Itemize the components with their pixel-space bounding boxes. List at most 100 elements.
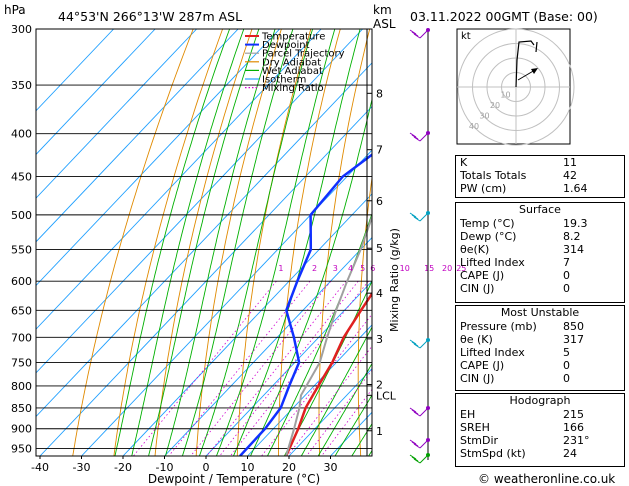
mixing-ratio-label: 1 [278, 264, 283, 273]
dry-adiabat [154, 29, 253, 456]
pressure-tick-label: 650 [11, 304, 32, 317]
dry-adiabat [357, 174, 372, 456]
wind-barb-flag [409, 132, 417, 138]
dry-adiabat [72, 29, 194, 456]
wind-barb-flag [409, 454, 417, 460]
wet-adiabat [198, 29, 314, 456]
isotherm-line [247, 324, 372, 456]
wind-barb [419, 407, 429, 417]
legend-label: Isotherm [262, 75, 306, 86]
hodograph-kt-label: kt [461, 31, 471, 42]
row-value: 5 [563, 346, 570, 359]
plot-lines [36, 29, 428, 456]
row-label: θe(K) [460, 243, 490, 256]
isotherm-line [36, 29, 322, 330]
wind-barb-flag [411, 134, 419, 140]
row-value: 231° [563, 434, 590, 447]
temp-tick-label: 0 [203, 461, 210, 474]
isotherm-line [36, 29, 197, 199]
km-tick-label: 2 [376, 379, 383, 392]
series-line [284, 291, 372, 456]
km-tick-label: 7 [376, 144, 383, 157]
table-row: Dewp (°C) 8.2 [456, 230, 624, 243]
pressure-tick-label: 300 [11, 23, 32, 36]
wind-barb-flag [413, 458, 421, 464]
mixing-ratio-line [190, 280, 332, 456]
km-tick-label: 8 [376, 87, 383, 100]
table-row: CIN (J) 0 [456, 282, 624, 295]
pressure-tick-label: 950 [11, 442, 32, 455]
copyright: © weatheronline.co.uk [478, 472, 616, 486]
asl-label: ASL [373, 17, 396, 31]
row-label: CAPE (J) [460, 359, 505, 372]
wind-barb-flag [409, 439, 417, 445]
km-tick-label: LCL [376, 389, 397, 402]
legend-label: Dewpoint [262, 40, 310, 51]
dry-adiabat [396, 29, 428, 456]
wind-barb-flag [413, 33, 421, 39]
mixing-ratio-label: 15 [424, 264, 434, 273]
km-tick-label: 6 [376, 195, 383, 208]
row-value: 7 [563, 256, 570, 269]
pressure-tick-label: 900 [11, 423, 32, 436]
temp-tick-label: -40 [31, 461, 49, 474]
temp-tick-label: -20 [114, 461, 132, 474]
storm-motion-arrowhead [531, 68, 538, 74]
wind-barb-flag [413, 136, 421, 142]
wet-adiabat [215, 29, 336, 456]
hodograph-table: Hodograph EH 215 SREH 166 StmDir 231° StmSpd (… [455, 393, 625, 467]
mixing-ratio-label: 25 [456, 264, 466, 273]
isotherm-line [122, 193, 372, 456]
hpa-label: hPa [4, 3, 26, 17]
row-value: 166 [563, 421, 584, 434]
row-value: 0 [563, 269, 570, 282]
isotherm-line [36, 29, 363, 374]
wind-barb-flag [411, 456, 419, 462]
wind-barb-flag [411, 31, 419, 37]
wind-barb-flag [409, 212, 417, 218]
mixing-ratio-line [219, 280, 359, 456]
table-row: EH 215 [456, 408, 624, 421]
row-value: 850 [563, 320, 584, 333]
datetime-title: 03.11.2022 00GMT (Base: 00) [410, 9, 598, 24]
wet-adiabat [165, 29, 276, 456]
wet-adiabat [317, 362, 372, 456]
table-row: Totals Totals 42 [456, 169, 624, 182]
row-value: 1.64 [563, 182, 588, 195]
dry-adiabat [195, 29, 282, 456]
mixing-ratio-label: 3 [333, 264, 338, 273]
wind-barb-flag [411, 341, 419, 347]
wind-barb-flag [413, 216, 421, 222]
pressure-tick-label: 750 [11, 356, 32, 369]
wind-barb-flag [411, 409, 419, 415]
wet-adiabat [334, 394, 372, 456]
temp-tick-label: 10 [241, 461, 255, 474]
wind-barb-flag [413, 343, 421, 349]
row-label: Lifted Index [460, 256, 525, 269]
row-label: K [460, 156, 468, 169]
isotherm-line [205, 280, 372, 456]
row-value: 0 [563, 282, 570, 295]
hodograph-marker [535, 41, 538, 53]
row-label: Totals Totals [460, 169, 527, 182]
isotherm-line [81, 149, 372, 456]
isotherm-line [288, 367, 372, 456]
pressure-tick-label: 450 [11, 171, 32, 184]
series-line [285, 214, 372, 456]
hodograph-ring-label: 20 [490, 101, 500, 110]
unstable-title: Most Unstable [500, 306, 580, 319]
row-value: 0 [563, 359, 570, 372]
km-label: km [373, 3, 392, 17]
x-axis-title: Dewpoint / Temperature (°C) [148, 472, 320, 486]
table-row: CIN (J) 0 [456, 372, 624, 385]
wet-adiabat [114, 29, 231, 456]
row-label: SREH [460, 421, 490, 434]
row-value: 314 [563, 243, 584, 256]
temp-tick-label: 20 [282, 461, 296, 474]
wind-barb-flag [409, 339, 417, 345]
table-row: Pressure (mb) 850 [456, 320, 624, 333]
location-title: 44°53'N 266°13'W 287m ASL [58, 9, 243, 24]
wind-barb-flag [413, 411, 421, 417]
legend-label: Wet Adiabat [262, 66, 323, 77]
